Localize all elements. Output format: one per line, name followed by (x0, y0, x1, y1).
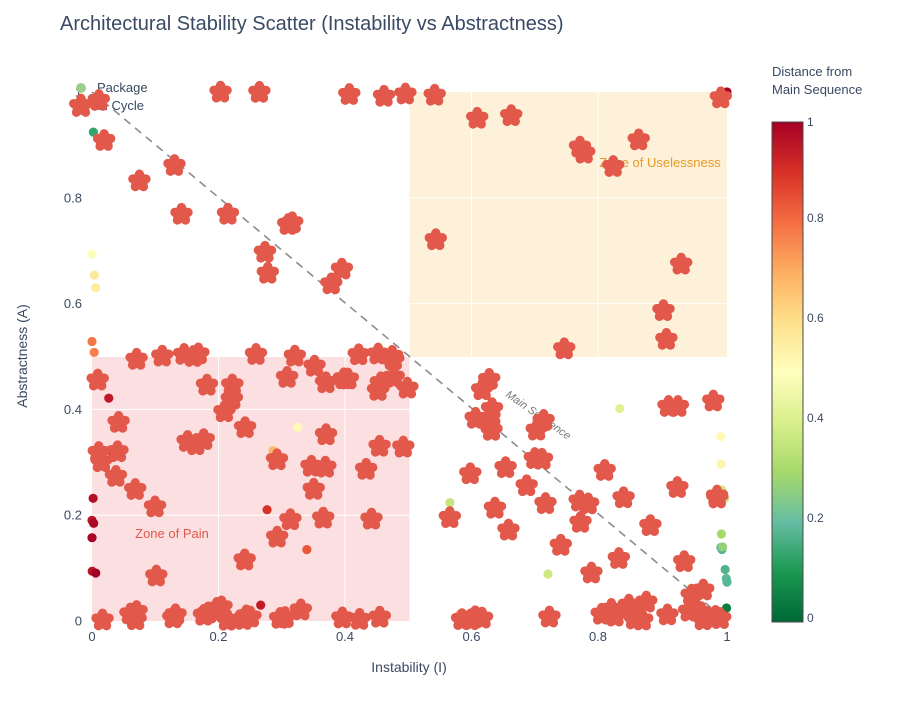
svg-text:0.8: 0.8 (807, 211, 824, 225)
svg-text:0.2: 0.2 (807, 511, 824, 525)
svg-text:Abstractness (A): Abstractness (A) (14, 304, 30, 407)
svg-text:Package: Package (97, 80, 148, 95)
svg-text:0: 0 (75, 614, 82, 629)
svg-text:0: 0 (88, 629, 95, 644)
svg-text:0.4: 0.4 (336, 629, 354, 644)
svg-text:0.8: 0.8 (64, 190, 82, 205)
svg-text:Instability (I): Instability (I) (371, 659, 446, 675)
svg-text:Zone of Pain: Zone of Pain (135, 526, 209, 541)
svg-text:1: 1 (807, 115, 814, 129)
svg-text:0.6: 0.6 (64, 296, 82, 311)
svg-text:0.4: 0.4 (64, 402, 82, 417)
svg-text:0.2: 0.2 (64, 508, 82, 523)
svg-text:0.6: 0.6 (807, 311, 824, 325)
svg-text:0: 0 (807, 611, 814, 625)
svg-text:0.6: 0.6 (462, 629, 480, 644)
svg-text:Main Sequence: Main Sequence (772, 82, 862, 97)
svg-text:1: 1 (723, 629, 730, 644)
svg-text:0.4: 0.4 (807, 411, 824, 425)
svg-text:0.8: 0.8 (589, 629, 607, 644)
svg-text:Distance from: Distance from (772, 64, 852, 79)
svg-text:0.2: 0.2 (209, 629, 227, 644)
